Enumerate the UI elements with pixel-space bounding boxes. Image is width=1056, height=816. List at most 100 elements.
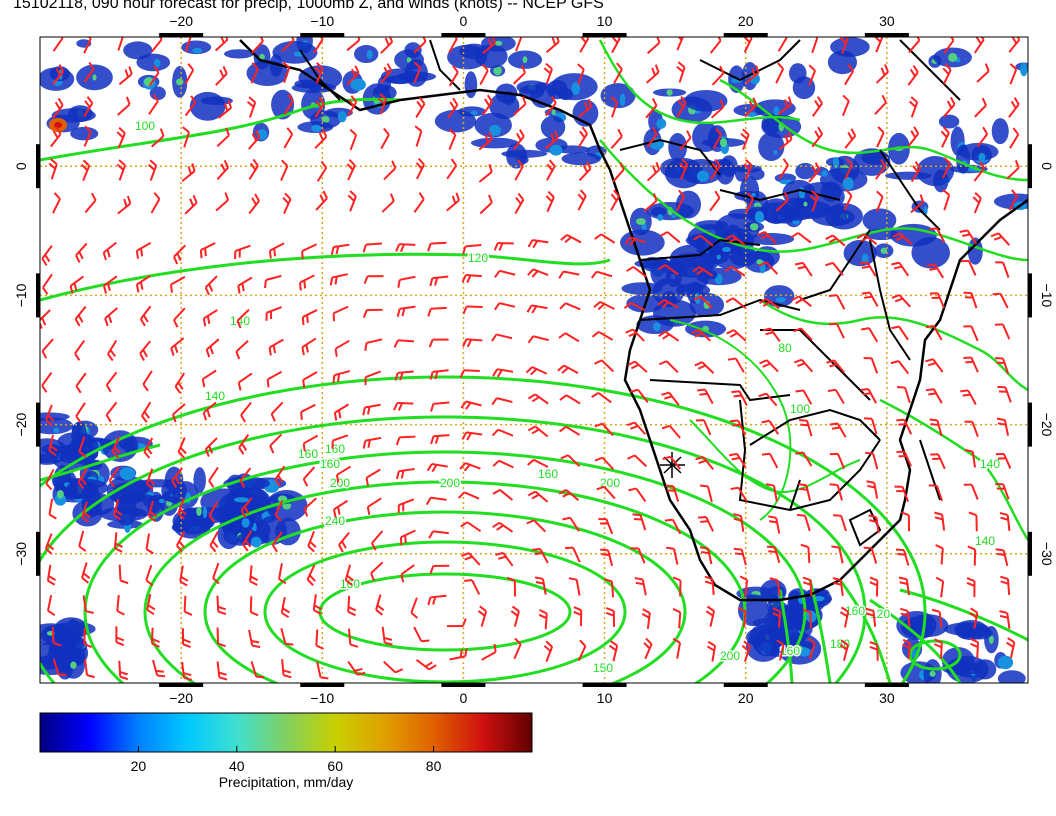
wind-barb <box>366 497 382 516</box>
wind-barb <box>314 96 325 118</box>
wind-barb-flag <box>706 645 715 652</box>
wind-barb-flag <box>825 261 834 267</box>
contour-label: 240 <box>325 514 345 528</box>
wind-barb-flag <box>273 248 277 257</box>
wind-barb-shaft <box>768 420 780 435</box>
wind-barb <box>429 564 450 574</box>
left-lat-label: 0 <box>13 162 29 170</box>
wind-barb-flag <box>455 192 460 201</box>
wind-barb-flag <box>891 294 900 299</box>
wind-barb-shaft <box>448 134 457 151</box>
wind-barb-flag <box>460 400 467 409</box>
wind-barb-flag <box>912 165 919 173</box>
wind-barb <box>646 37 661 55</box>
precip-cell <box>938 114 960 129</box>
wind-barb-shaft <box>966 229 978 245</box>
wind-barb-shaft <box>906 610 911 627</box>
wind-barb <box>706 640 717 662</box>
wind-barb-shaft <box>52 658 60 675</box>
wind-barb <box>135 274 151 293</box>
wind-barb <box>248 193 260 215</box>
wind-barb <box>534 576 547 595</box>
wind-barb-flag <box>651 126 658 135</box>
wind-barb-flag <box>550 95 557 104</box>
wind-barb <box>48 434 58 456</box>
contour-label: 160 <box>538 467 558 481</box>
wind-barb <box>839 639 849 661</box>
wind-barb-shaft <box>603 486 616 500</box>
wind-barb-flag <box>714 190 721 199</box>
wind-barb <box>744 192 754 214</box>
wind-barb <box>778 96 793 115</box>
precip-cell-mid <box>54 494 67 506</box>
isobar-line <box>669 319 792 521</box>
wind-barb-flag <box>630 363 640 370</box>
wind-barb-shaft <box>679 164 689 180</box>
wind-barb-shaft <box>271 531 283 546</box>
colorbar-tick-label: 60 <box>327 758 343 774</box>
wind-barb <box>239 467 252 489</box>
wind-barb-shaft <box>82 595 87 612</box>
wind-barb-flag <box>664 395 673 400</box>
wind-barb <box>238 433 250 455</box>
wind-barb <box>768 515 781 534</box>
wind-barb-flag <box>117 30 123 35</box>
wind-barb-shaft <box>84 659 88 676</box>
wind-barb-shaft <box>567 454 581 468</box>
wind-barb-shaft <box>306 564 316 580</box>
wind-barb <box>995 261 1010 278</box>
wind-barb-flag <box>268 347 272 356</box>
wind-barb-flag <box>404 535 407 544</box>
wind-barb-flag <box>551 37 557 46</box>
wind-barb-flag <box>44 254 51 263</box>
wind-barb-flag <box>626 421 635 427</box>
wind-barb-shaft <box>136 242 152 252</box>
wind-barb-shaft <box>117 132 126 149</box>
wind-barb <box>344 564 354 586</box>
wind-barb-flag <box>959 229 968 233</box>
wind-barb-flag <box>333 412 338 421</box>
wind-barb <box>657 298 679 309</box>
precip-cell <box>372 84 397 101</box>
wind-barb <box>907 64 919 86</box>
wind-barb-shaft <box>1006 167 1020 180</box>
wind-barb-flag <box>335 246 340 255</box>
precip-cell <box>354 45 379 64</box>
wind-barb-flag <box>863 546 872 550</box>
wind-barb-shaft <box>740 515 745 532</box>
wind-barb <box>963 483 979 500</box>
wind-barb-flag <box>748 100 754 109</box>
wind-barb-shaft <box>140 305 152 320</box>
isobar-ring <box>203 510 687 683</box>
precip-cell <box>991 118 1009 145</box>
wind-barb-flag <box>539 609 548 615</box>
wind-barb-flag <box>236 320 242 329</box>
precip-cell-mid <box>671 214 676 219</box>
wind-barb-shaft <box>238 372 253 384</box>
wind-barb-flag <box>768 515 777 519</box>
wind-barb-shaft <box>705 516 714 532</box>
wind-barb-shaft <box>898 262 910 277</box>
wind-barb <box>745 65 760 84</box>
wind-barb <box>478 131 493 151</box>
wind-barb <box>413 37 427 54</box>
wind-barb <box>396 305 416 317</box>
wind-barb-flag <box>427 597 432 606</box>
wind-barb-flag <box>139 353 145 361</box>
isobar-line <box>879 398 1028 541</box>
wind-barb-shaft <box>240 401 252 416</box>
wind-barb-flag <box>511 605 520 612</box>
wind-barb-flag <box>881 94 887 103</box>
wind-barb-shaft <box>577 645 587 662</box>
wind-barb-flag <box>487 194 493 203</box>
wind-barb <box>457 491 480 500</box>
wind-barb-flag <box>558 332 566 339</box>
wind-barb <box>874 94 887 115</box>
wind-barb-flag <box>632 513 641 516</box>
wind-barb <box>459 462 481 472</box>
wind-barb <box>413 61 422 84</box>
wind-barb <box>1006 160 1020 180</box>
wind-barb-flag <box>635 581 644 586</box>
wind-barb-flag <box>733 547 742 551</box>
wind-barb-flag <box>170 347 175 357</box>
